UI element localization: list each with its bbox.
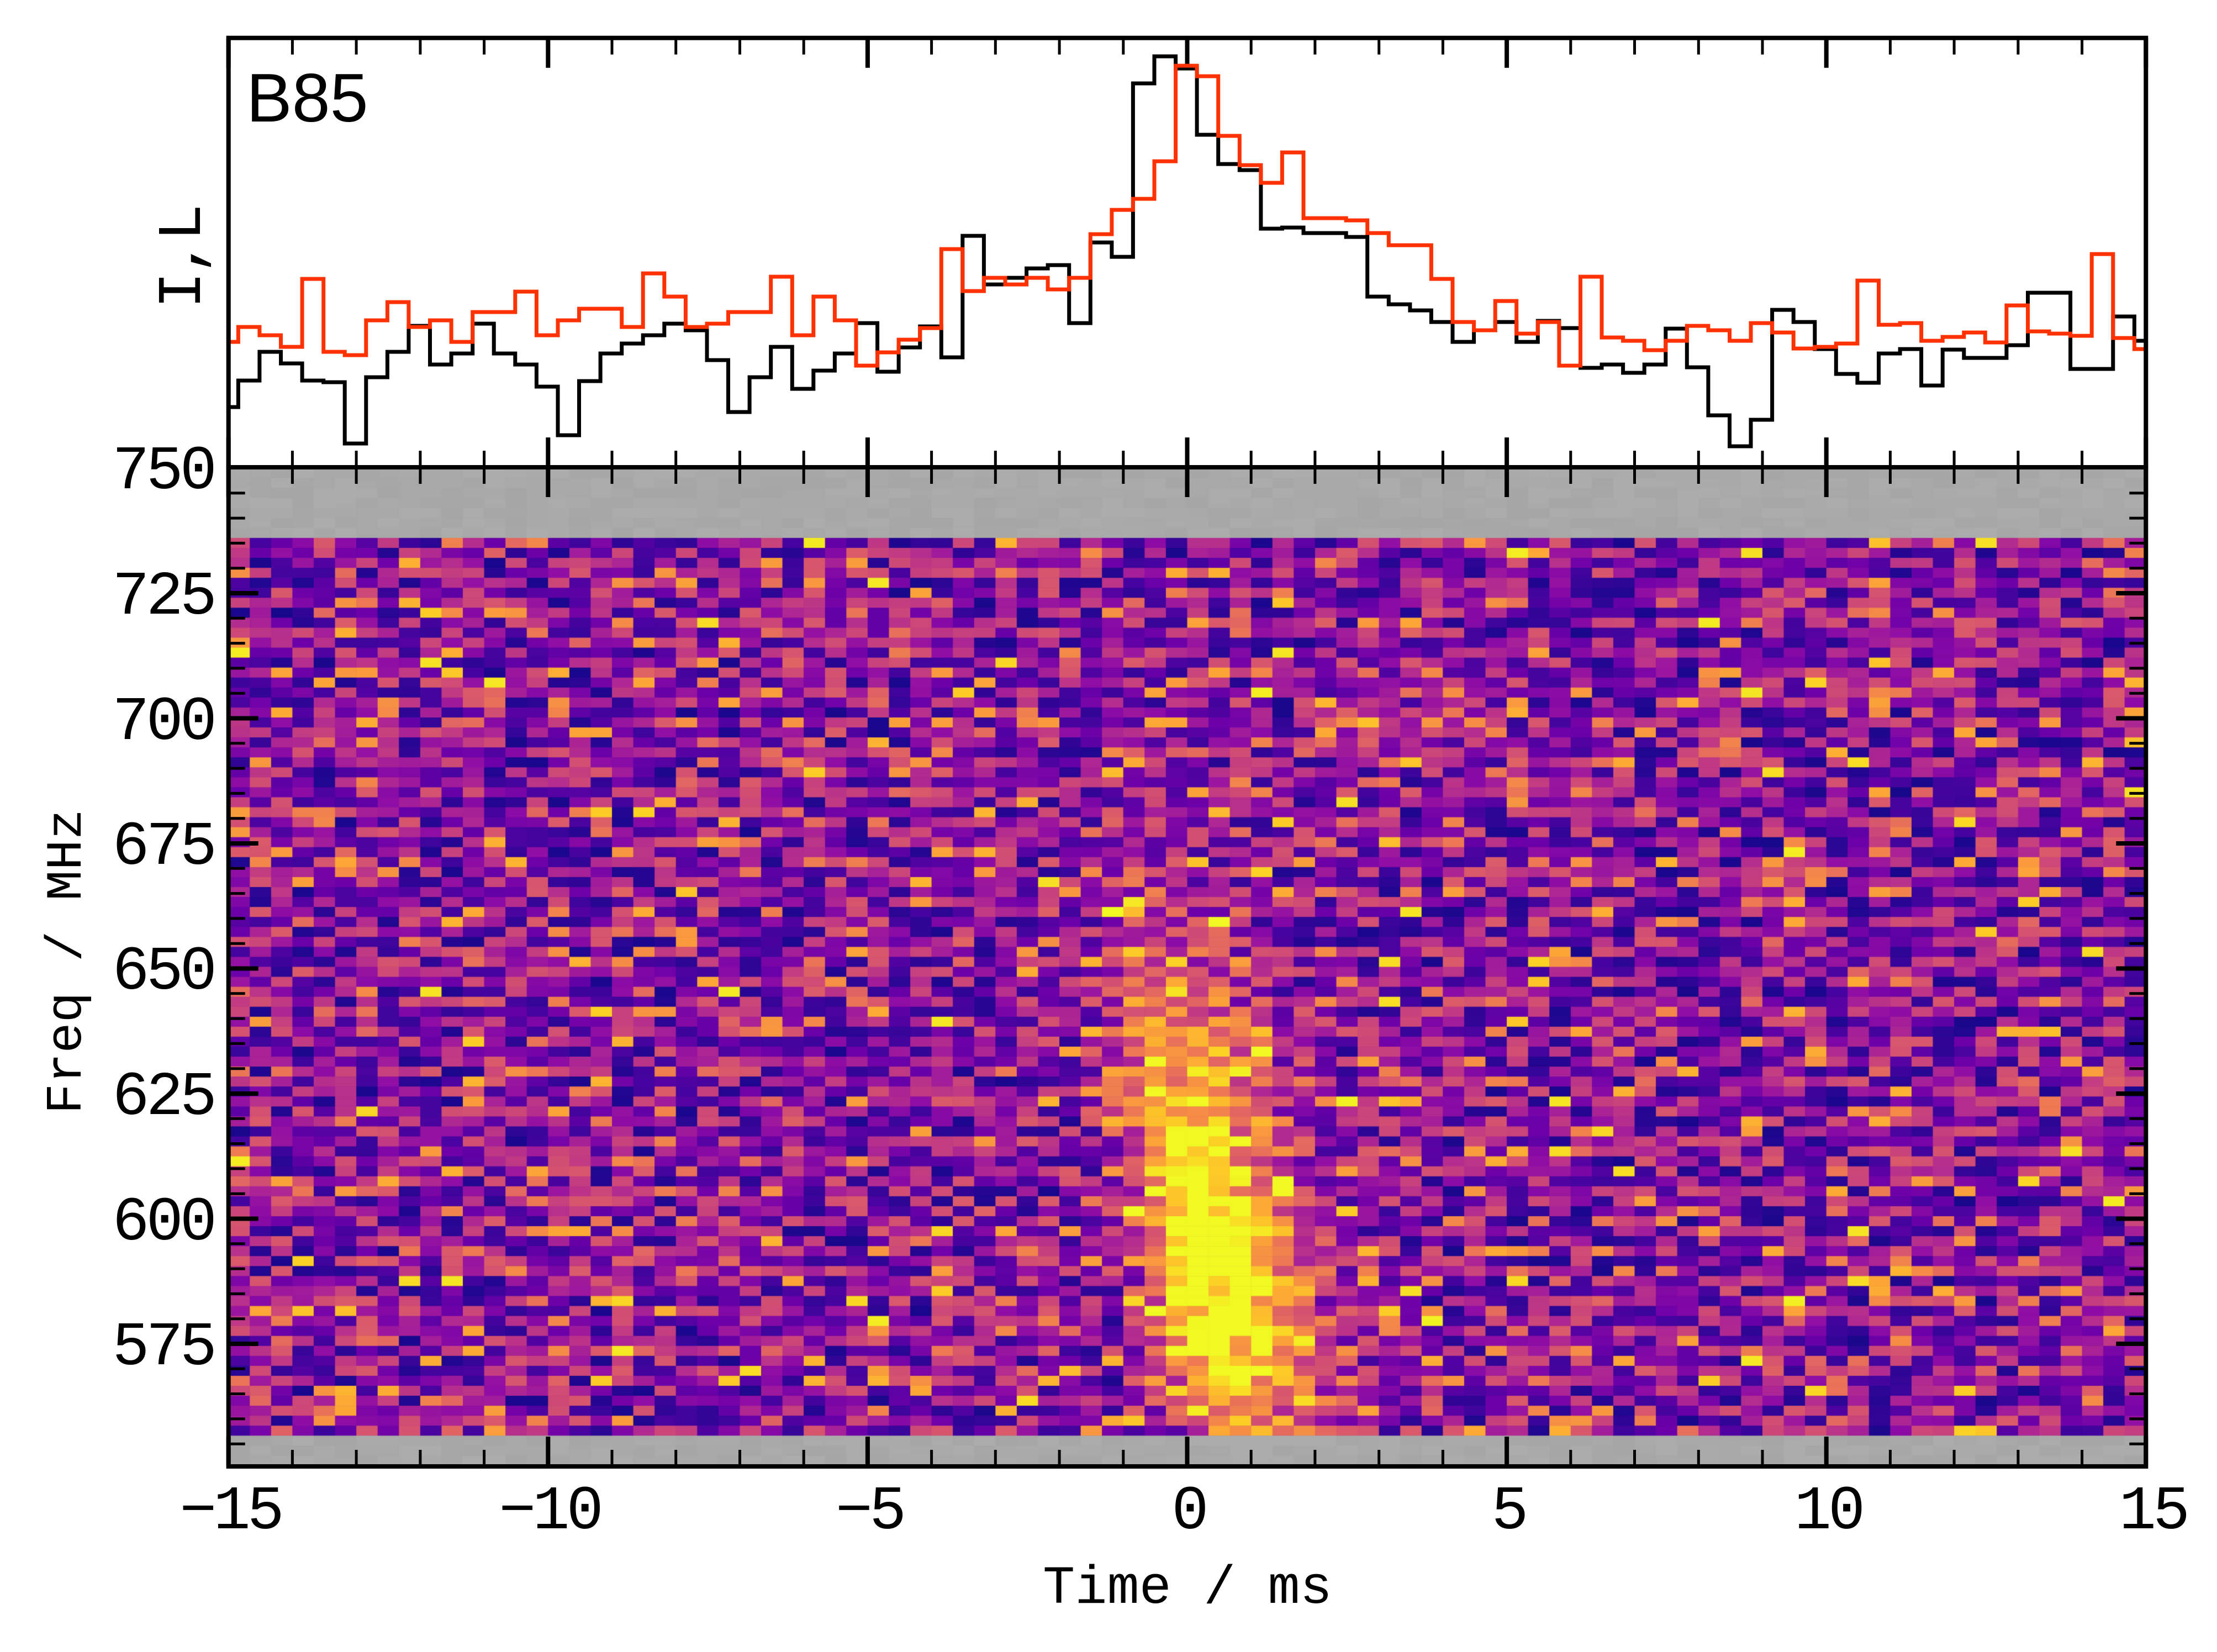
svg-text:750: 750: [112, 437, 214, 507]
svg-text:600: 600: [112, 1188, 214, 1258]
svg-text:15: 15: [2119, 1477, 2187, 1547]
svg-text:5: 5: [1491, 1477, 1525, 1547]
svg-text:0: 0: [1171, 1477, 1205, 1547]
svg-text:675: 675: [112, 812, 214, 883]
svg-text:I,L: I,L: [149, 207, 219, 309]
svg-text:B85: B85: [246, 60, 368, 136]
svg-text:10: 10: [1794, 1477, 1862, 1547]
svg-text:725: 725: [112, 562, 214, 632]
svg-text:Time / ms: Time / ms: [1043, 1559, 1332, 1619]
svg-text:575: 575: [112, 1313, 214, 1383]
svg-text:700: 700: [112, 688, 214, 758]
svg-text:Freq / MHz: Freq / MHz: [38, 809, 96, 1114]
svg-text:−15: −15: [180, 1477, 281, 1547]
svg-text:−10: −10: [499, 1477, 600, 1547]
svg-text:−5: −5: [836, 1477, 903, 1547]
svg-text:650: 650: [112, 937, 214, 1007]
svg-text:625: 625: [112, 1063, 214, 1133]
